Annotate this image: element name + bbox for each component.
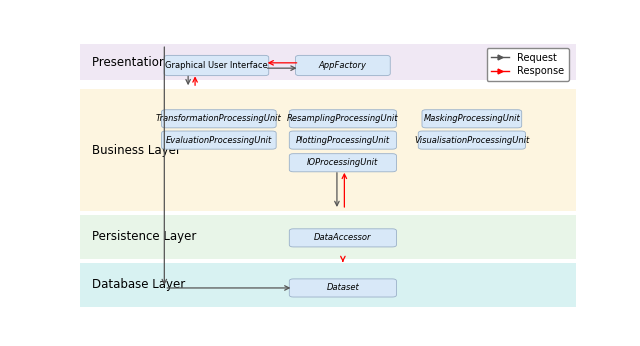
Bar [80, 44, 576, 80]
Bar [80, 263, 576, 307]
FancyBboxPatch shape [422, 110, 522, 128]
Text: ResamplingProcessingUnit: ResamplingProcessingUnit [287, 114, 399, 123]
Text: PlottingProcessingUnit: PlottingProcessingUnit [296, 136, 390, 145]
Bar [80, 215, 576, 259]
Bar [80, 90, 576, 211]
Text: Presentation Layer: Presentation Layer [92, 56, 204, 69]
FancyBboxPatch shape [164, 55, 269, 76]
FancyBboxPatch shape [289, 110, 396, 128]
Text: Business Layer: Business Layer [92, 144, 181, 157]
FancyBboxPatch shape [289, 154, 396, 172]
Text: MaskingProcessingUnit: MaskingProcessingUnit [424, 114, 520, 123]
Legend: Request, Response: Request, Response [486, 48, 569, 81]
Text: Graphical User Interface: Graphical User Interface [165, 61, 268, 70]
Text: TransformationProcessingUnit: TransformationProcessingUnit [156, 114, 282, 123]
FancyBboxPatch shape [289, 229, 396, 247]
Text: Database Layer: Database Layer [92, 278, 186, 291]
FancyBboxPatch shape [419, 131, 525, 149]
FancyBboxPatch shape [289, 131, 396, 149]
Text: Dataset: Dataset [326, 283, 359, 292]
Text: Persistence Layer: Persistence Layer [92, 230, 196, 243]
FancyBboxPatch shape [161, 110, 276, 128]
Text: IOProcessingUnit: IOProcessingUnit [307, 158, 378, 167]
FancyBboxPatch shape [289, 279, 396, 297]
Text: DataAccessor: DataAccessor [314, 233, 372, 242]
FancyBboxPatch shape [296, 55, 390, 76]
Text: VisualisationProcessingUnit: VisualisationProcessingUnit [414, 136, 529, 145]
FancyBboxPatch shape [161, 131, 276, 149]
Text: AppFactory: AppFactory [319, 61, 367, 70]
Text: EvaluationProcessingUnit: EvaluationProcessingUnit [166, 136, 272, 145]
